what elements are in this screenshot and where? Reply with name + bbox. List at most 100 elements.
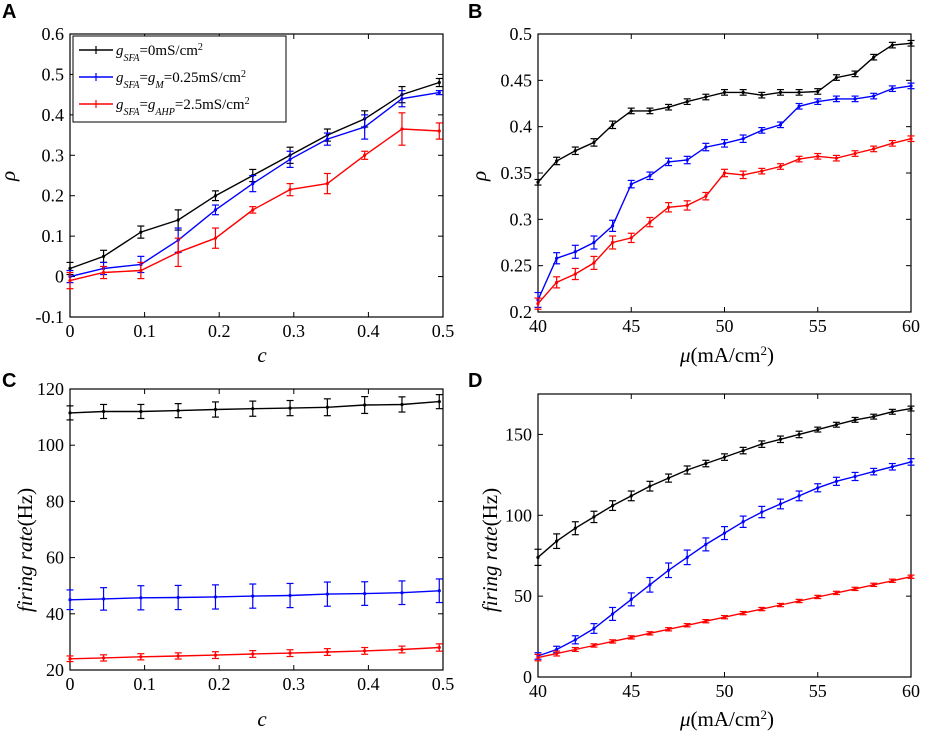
- panel-c-xtick-label: 0.5: [432, 674, 455, 694]
- panel-a-ytick-label: 0.6: [42, 24, 65, 44]
- panel-b-series-black-point: [536, 180, 540, 184]
- panel-c-xtick-label: 0.4: [357, 674, 380, 694]
- panel-c-series-blue-line: [69, 590, 440, 601]
- panel-d-ylabel: firing rate(Hz): [478, 488, 502, 612]
- panel-b-series-black-point: [685, 100, 689, 104]
- panel-d-ylabel-unit: (Hz): [478, 488, 502, 526]
- panel-b-series-red-point: [704, 194, 708, 198]
- panel-c-axes-frame: [69, 388, 444, 671]
- panel-b-series-black-point: [666, 105, 671, 109]
- panel-d-series-red-point: [853, 587, 857, 591]
- panel-d-series-blue-point: [797, 494, 801, 498]
- panel-a-xtick-label: 0.1: [133, 321, 156, 341]
- panel-d-xtick-label: 55: [809, 681, 827, 701]
- panel-c-series-red-point: [325, 650, 329, 654]
- panel-b-xlabel-symbol: μ: [679, 343, 691, 367]
- legend-label-part: =0mS/cm: [139, 43, 198, 59]
- panel-d-series-red-point: [778, 603, 783, 607]
- panel-b-series-blue-point: [853, 97, 857, 101]
- panel-d-series-blue-point: [685, 555, 689, 559]
- panel-a-series-blue-point: [251, 181, 255, 186]
- legend-label-part: =: [139, 97, 147, 113]
- panel-c-ylabel: firing rate(Hz): [13, 488, 37, 612]
- panel-b-series-red-point: [760, 169, 764, 173]
- panel-a-series-red-point: [139, 268, 143, 273]
- panel-b-series-red-point: [555, 280, 559, 284]
- panel-b-series-blue-point: [909, 84, 913, 88]
- panel-b-series-blue-point: [592, 240, 596, 245]
- panel-d-series-blue-point: [704, 542, 708, 546]
- panel-b-series-red-point: [797, 157, 801, 161]
- panel-d-xlabel-end: ): [767, 707, 774, 731]
- panel-c-series-red-point: [101, 656, 106, 660]
- panel-b-xlabel-unit: (mA/cm: [691, 343, 761, 367]
- panel-b-series-red-point: [629, 236, 633, 240]
- panel-d-series-black-point: [648, 484, 652, 488]
- panel-d-series-black-point: [611, 503, 615, 508]
- panel-d-series-red-point: [592, 643, 596, 648]
- panel-b-series-black-point: [573, 149, 577, 153]
- legend-label-part: 2: [198, 42, 203, 53]
- panel-d-series-blue-point: [909, 460, 913, 464]
- panel-b-series-blue-point: [722, 141, 727, 145]
- panel-a-series-blue-point: [363, 125, 367, 129]
- panel-c-ytick-label: 20: [46, 660, 64, 680]
- panel-a-plot: 0 0.1 0.2 0.3 0.4 0.5-0.100.10.20.30.40.50.6: [36, 24, 455, 341]
- panel-c-ytick-label: 40: [46, 604, 64, 624]
- legend-label-part: g: [116, 97, 124, 113]
- panel-c-ytick-label: 100: [37, 435, 64, 455]
- panel-a-series-red-point: [213, 236, 218, 240]
- panel-a-series-blue-point: [288, 157, 292, 161]
- panel-c-series-blue-point: [251, 594, 255, 598]
- panel-b-series-black-line: [537, 42, 912, 183]
- panel-a-series-red-point: [176, 250, 180, 254]
- panel-c-series-blue-point: [363, 591, 367, 596]
- panel-d-series-red-point: [666, 627, 671, 631]
- panel-b-series-black-point: [853, 72, 857, 76]
- panel-d-ytick-label: 0: [523, 667, 532, 687]
- panel-b-xlabel: μ(mA/cm2): [679, 343, 774, 368]
- panel-d-xlabel-symbol: μ: [679, 707, 691, 731]
- panel-d-series-red-point: [872, 583, 876, 587]
- panel-b: B 40 45 50 55 60 0.2 0.25 0.3 0.35 0.4 0.45 0.5 μ(m…: [467, 1, 920, 367]
- panel-d-series-black-point: [760, 442, 764, 446]
- panel-c-series-red-point: [213, 653, 218, 657]
- panel-b-series-red-point: [648, 220, 652, 224]
- panel-c-series-black-point: [400, 402, 404, 407]
- panel-a-series-black-point: [139, 230, 143, 234]
- panel-d-series-red-point: [890, 579, 894, 583]
- legend-label-part: 2: [245, 96, 250, 107]
- panel-a-ytick-label: 0.3: [42, 145, 65, 165]
- panel-c-series-blue-point: [325, 592, 329, 596]
- panel-d-series-red-point: [611, 639, 615, 644]
- legend-label-part: M: [154, 80, 164, 91]
- panel-a-series-blue-point: [437, 91, 441, 95]
- panel-d-series-red-point: [797, 599, 801, 603]
- panel-c-letter: C: [2, 370, 16, 392]
- panel-d-series-black-point: [853, 418, 857, 422]
- panel-c-series-black-point: [288, 406, 292, 410]
- panel-c-series-red-point: [288, 651, 292, 655]
- panel-a-series-red-point: [325, 181, 329, 186]
- panel-b-series-red-point: [890, 141, 894, 145]
- panel-d-series-red-point: [536, 655, 540, 660]
- panel-c-xlabel: c: [257, 707, 267, 731]
- panel-c-xtick-label: 0.3: [283, 674, 306, 694]
- legend-label-part: g: [116, 70, 124, 86]
- panel-d-xlabel: μ(mA/cm2): [679, 707, 774, 732]
- panel-b-series-black-point: [816, 89, 820, 94]
- panel-b-xtick-label: 50: [716, 316, 734, 336]
- panel-b-series-red-point: [536, 302, 540, 306]
- panel-b-ytick-label: 0.3: [510, 209, 533, 229]
- legend-label-part: =: [139, 70, 147, 86]
- panel-c-series-red-point: [437, 645, 441, 650]
- panel-d-series-blue-point: [853, 474, 857, 479]
- panel-b-series-blue-point: [666, 160, 671, 164]
- panel-b-xlabel-end: ): [767, 343, 774, 367]
- panel-c-series-blue-point: [101, 597, 106, 601]
- panel-d-series-black-point: [704, 461, 708, 466]
- panel-b-series-red-point: [666, 205, 671, 209]
- panel-d-series-red-point: [760, 607, 764, 611]
- panel-a-series-black-point: [176, 218, 180, 222]
